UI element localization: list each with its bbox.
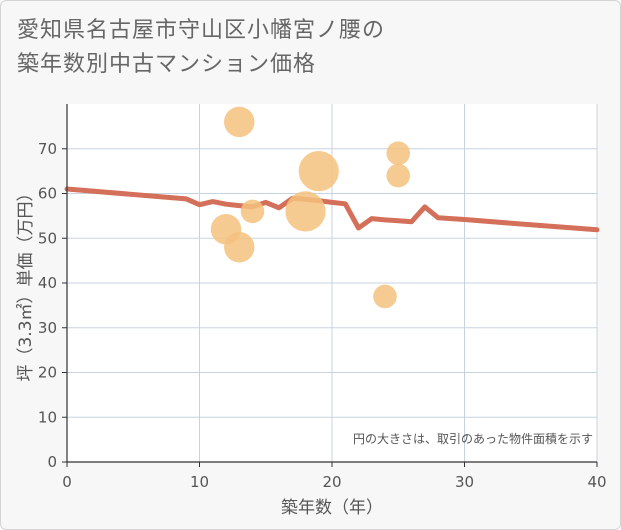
chart-title-line-2: 築年数別中古マンション価格 (17, 52, 317, 77)
bubble-layer (210, 106, 411, 309)
y-tick-label-60: 60 (38, 185, 57, 203)
grid-lines (67, 104, 598, 462)
bubble-4 (240, 199, 265, 224)
x-tick-label-30: 30 (455, 473, 474, 491)
trend-line-layer (64, 186, 600, 233)
y-tick-label-30: 30 (38, 319, 57, 337)
trend-line (64, 186, 600, 233)
bubble-8 (386, 141, 411, 166)
x-tick-label-40: 40 (587, 473, 606, 491)
bubble-size-note: 円の大きさは、取引のあった物件面積を示す (353, 431, 593, 446)
bubble-1 (224, 106, 255, 138)
chart-title: 愛知県名古屋市守山区小幡宮ノ腰の 築年数別中古マンション価格 (17, 14, 385, 82)
x-tick-label-10: 10 (190, 473, 209, 491)
y-tick-label-70: 70 (38, 140, 57, 158)
x-axis-title: 築年数（年） (281, 498, 383, 518)
y-axis-title: 坪（3.3㎡）単価（万円） (16, 184, 36, 381)
y-tick-label-20: 20 (38, 364, 57, 382)
x-tick-label-0: 0 (62, 473, 72, 491)
chart-title-line-1: 愛知県名古屋市守山区小幡宮ノ腰の (17, 18, 386, 43)
bubble-6 (298, 151, 339, 192)
bubble-7 (373, 284, 397, 309)
y-tick-label-50: 50 (38, 229, 57, 247)
y-tick-label-40: 40 (38, 274, 57, 292)
x-tick-label-20: 20 (322, 473, 341, 491)
y-tick-label-10: 10 (38, 408, 57, 426)
y-tick-label-0: 0 (47, 453, 57, 471)
bubble-3 (224, 231, 255, 263)
axes: 0 10 20 30 40 50 60 70 0 10 20 30 40 (38, 104, 607, 491)
bubble-9 (386, 163, 411, 188)
bubble-5 (285, 191, 326, 232)
